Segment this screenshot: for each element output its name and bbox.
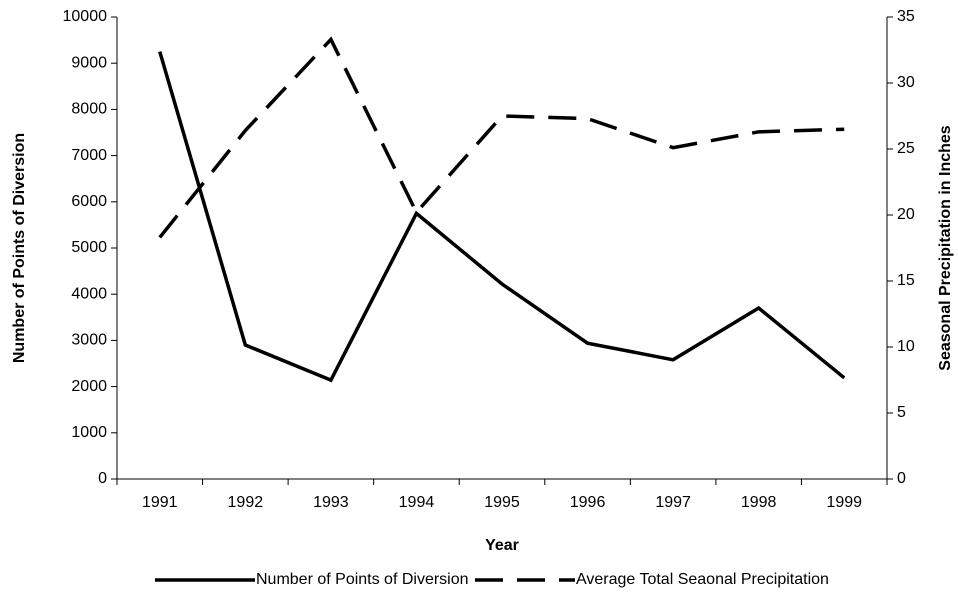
y-tick-label: 1000 bbox=[71, 424, 107, 441]
x-tick-label: 1992 bbox=[228, 494, 264, 511]
x-tick-label: 1994 bbox=[399, 494, 435, 511]
legend-label: Number of Points of Diversion bbox=[256, 571, 469, 588]
y-axis-title: Number of Points of Diversion bbox=[11, 133, 28, 363]
y-tick-label: 8000 bbox=[71, 101, 107, 118]
y2-tick-label: 35 bbox=[897, 8, 915, 25]
y2-tick-label: 25 bbox=[897, 140, 915, 157]
x-tick-label: 1997 bbox=[655, 494, 691, 511]
series-line bbox=[158, 36, 845, 239]
x-tick-label: 1991 bbox=[142, 494, 178, 511]
y2-tick-label: 20 bbox=[897, 206, 915, 223]
legend-label: Average Total Seaonal Precipitation bbox=[576, 571, 829, 588]
x-tick-label: 1993 bbox=[313, 494, 349, 511]
y-tick-label: 5000 bbox=[71, 239, 107, 256]
y-tick-label: 4000 bbox=[71, 285, 107, 302]
series-line bbox=[158, 51, 846, 383]
x-axis-title: Year bbox=[485, 537, 519, 554]
y2-tick-label: 30 bbox=[897, 74, 915, 91]
y2-axis-title: Seasonal Precipitation in Inches bbox=[937, 125, 954, 371]
x-tick-label: 1998 bbox=[741, 494, 777, 511]
x-tick-label: 1999 bbox=[826, 494, 862, 511]
y-tick-label: 0 bbox=[98, 470, 107, 487]
y-tick-label: 9000 bbox=[71, 54, 107, 71]
y-tick-label: 10000 bbox=[63, 8, 108, 25]
y2-tick-label: 0 bbox=[897, 470, 906, 487]
y-tick-label: 7000 bbox=[71, 147, 107, 164]
y-tick-label: 6000 bbox=[71, 193, 107, 210]
y-tick-label: 2000 bbox=[71, 378, 107, 395]
y-tick-label: 3000 bbox=[71, 332, 107, 349]
x-tick-label: 1996 bbox=[570, 494, 606, 511]
y2-tick-label: 10 bbox=[897, 338, 915, 355]
y2-tick-label: 5 bbox=[897, 404, 906, 421]
x-tick-label: 1995 bbox=[484, 494, 520, 511]
y2-tick-label: 15 bbox=[897, 272, 915, 289]
